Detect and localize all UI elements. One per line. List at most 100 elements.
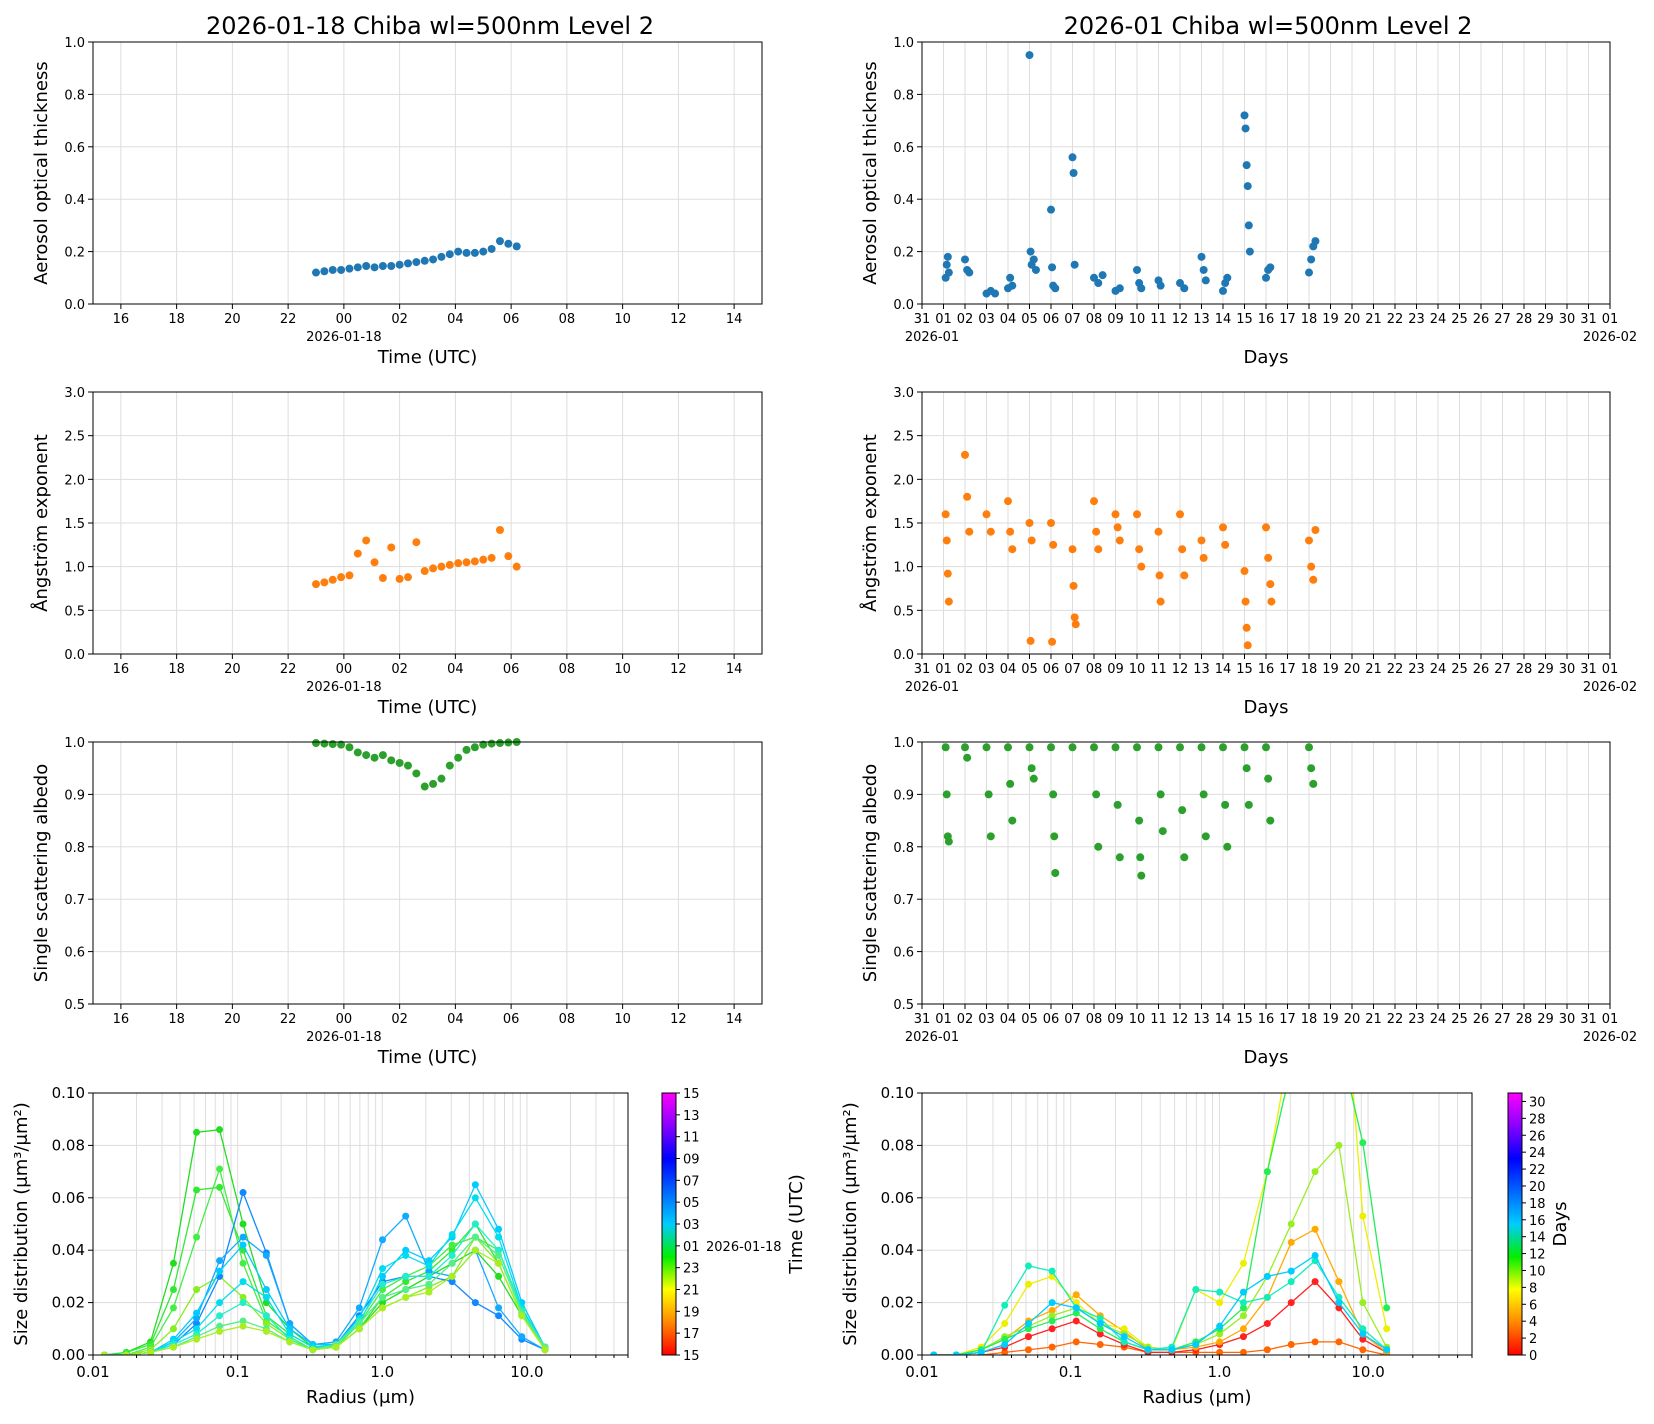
monthly-ssa-chart-ytick-label: 0.6 — [893, 946, 914, 961]
monthly-ssa-chart-xtick-label: 09 — [1107, 1012, 1124, 1027]
daily-angstrom-chart-point — [312, 580, 320, 589]
monthly-size-chart-series-point — [1168, 1346, 1176, 1354]
daily-angstrom-chart-xlabel: Time (UTC) — [377, 697, 478, 718]
monthly-ssa-chart-point — [1180, 853, 1189, 862]
monthly-size-chart-series-point — [1359, 1346, 1367, 1354]
monthly-angstrom-chart-point — [1180, 571, 1189, 580]
daily-angstrom-chart-xtick-label: 00 — [336, 662, 353, 677]
monthly-angstrom-chart-point — [986, 527, 995, 536]
monthly-size-chart-series-point — [1120, 1333, 1128, 1341]
monthly-angstrom-chart-point — [1111, 510, 1120, 519]
daily-size-chart-series-point — [193, 1325, 201, 1333]
daily-angstrom-chart-xtick-label: 18 — [168, 662, 185, 677]
daily-size-chart-series-point — [495, 1251, 503, 1259]
monthly-ssa-chart-point — [1115, 853, 1124, 862]
daily-angstrom-chart-xtick-label: 08 — [559, 662, 576, 677]
daily-ssa-chart-xtick-label: 10 — [614, 1012, 631, 1027]
monthly-angstrom-chart-xtick-label: 01 — [935, 662, 952, 677]
daily-size-chart-series-point — [262, 1251, 270, 1259]
daily-ssa-chart-xtick-label: 18 — [168, 1012, 185, 1027]
daily-ssa-chart-point — [495, 739, 504, 748]
daily-size-chart-cb-label: Time (UTC) — [786, 1174, 807, 1275]
monthly-size-chart-series-point — [1216, 1299, 1224, 1307]
daily-ssa-chart-point — [479, 740, 488, 749]
monthly-angstrom-chart-point — [1047, 519, 1055, 527]
monthly-angstrom-chart-xtick-label: 22 — [1387, 662, 1404, 677]
monthly-ssa-chart-point — [1111, 743, 1120, 752]
monthly-aot-chart: 31 01 02 03 04 05 06 07 08 09 10 11 12 13 14 15 16 17 18 19… — [860, 36, 1637, 368]
monthly-angstrom-chart-xtick-label: 08 — [1086, 662, 1103, 677]
monthly-aot-chart-xtick-label: 31 — [1580, 312, 1597, 327]
daily-size-chart-series-point — [216, 1322, 224, 1330]
monthly-angstrom-chart-point — [1243, 641, 1252, 650]
daily-angstrom-chart-ytick-label: 0.5 — [64, 604, 85, 619]
daily-aot-chart-point — [437, 252, 446, 261]
monthly-ssa-chart-ytick-label: 0.7 — [893, 893, 914, 908]
daily-aot-chart-xtick-label: 12 — [670, 312, 687, 327]
monthly-size-chart-series-point — [1216, 1338, 1224, 1346]
monthly-angstrom-chart-xtick-label: 07 — [1064, 662, 1081, 677]
monthly-aot-chart-point — [961, 255, 969, 264]
monthly-size-chart-series-line — [933, 1259, 1388, 1355]
monthly-size-chart-series-point — [1359, 1325, 1367, 1333]
daily-size-chart-series-point — [471, 1233, 479, 1241]
daily-size-chart-series-point — [495, 1312, 503, 1320]
monthly-size-chart-series-point — [1024, 1346, 1032, 1354]
monthly-ssa-chart-point — [1178, 806, 1187, 815]
monthly-angstrom-chart-ytick-label: 0.0 — [893, 648, 914, 663]
daily-size-chart-series-point — [193, 1186, 201, 1194]
monthly-size-chart-series-point — [1335, 1304, 1343, 1312]
daily-aot-chart-point — [412, 258, 421, 267]
daily-size-chart-series-point — [239, 1278, 247, 1286]
daily-aot-chart-xtick-label: 04 — [447, 312, 464, 327]
monthly-size-chart-series-point — [1048, 1317, 1056, 1325]
monthly-angstrom-chart-point — [1026, 636, 1035, 645]
monthly-aot-chart-point — [1098, 271, 1107, 280]
monthly-angstrom-chart-point — [1025, 519, 1034, 527]
daily-size-chart-series-point — [239, 1233, 247, 1241]
daily-size-chart-series-point — [193, 1233, 201, 1241]
monthly-size-chart-series-point — [1335, 1037, 1342, 1044]
monthly-size-chart-series-point — [1287, 1299, 1295, 1307]
monthly-angstrom-chart-ytick-label: 1.5 — [893, 517, 914, 532]
monthly-aot-chart-point — [1219, 286, 1227, 295]
monthly-angstrom-chart-point — [1311, 525, 1320, 534]
monthly-aot-chart-point — [1029, 255, 1038, 264]
daily-ssa-chart-point — [437, 774, 446, 783]
monthly-angstrom-chart-date-end: 2026-02 — [1583, 680, 1637, 695]
monthly-size-chart-cb-tick-label: 14 — [1529, 1231, 1546, 1246]
daily-aot-chart-point — [378, 262, 387, 271]
monthly-aot-chart-xtick-label: 27 — [1494, 312, 1511, 327]
monthly-ssa-chart-xtick-label: 17 — [1279, 1012, 1296, 1027]
daily-angstrom-chart-point — [395, 574, 404, 583]
daily-size-chart-series-point — [309, 1346, 317, 1354]
daily-size-chart-series-point — [495, 1259, 503, 1267]
monthly-size-chart-series-point — [1311, 1168, 1319, 1176]
monthly-size-chart-series-point — [1144, 1346, 1152, 1354]
daily-size-chart-series-point — [169, 1259, 177, 1267]
monthly-ssa-chart-point — [1264, 774, 1273, 783]
daily-aot-chart-frame — [92, 41, 763, 305]
daily-size-chart-series-point — [169, 1286, 177, 1293]
daily-size-chart-cb-tick-label: 13 — [683, 1109, 700, 1124]
monthly-ssa-chart-point — [1094, 842, 1103, 851]
monthly-angstrom-chart-xtick-label: 23 — [1408, 662, 1425, 677]
monthly-aot-chart-point — [1031, 265, 1040, 274]
monthly-ssa-chart-point — [1158, 827, 1167, 836]
daily-ssa-chart-point — [429, 779, 438, 788]
daily-size-chart-series-point — [239, 1220, 247, 1228]
monthly-size-chart-series-point — [1096, 1314, 1104, 1322]
monthly-ssa-chart-point — [1135, 816, 1144, 825]
daily-size-chart-series-point — [169, 1343, 177, 1351]
daily-size-chart-series-point — [471, 1181, 479, 1189]
monthly-ssa-chart-point — [1049, 790, 1058, 799]
monthly-size-chart-series-point — [1001, 1301, 1009, 1309]
monthly-ssa-chart-point — [1004, 743, 1012, 752]
monthly-aot-chart-date-end: 2026-02 — [1583, 330, 1637, 345]
daily-size-chart-series-point — [100, 1351, 108, 1355]
monthly-size-chart-xtick-label: 1.0 — [1207, 1363, 1231, 1381]
monthly-size-chart-series-point — [1239, 1312, 1247, 1320]
monthly-ssa-chart-ylabel: Single scattering albedo — [860, 764, 881, 982]
monthly-aot-chart-point — [1311, 237, 1320, 246]
daily-size-chart-series-point — [379, 1272, 387, 1280]
